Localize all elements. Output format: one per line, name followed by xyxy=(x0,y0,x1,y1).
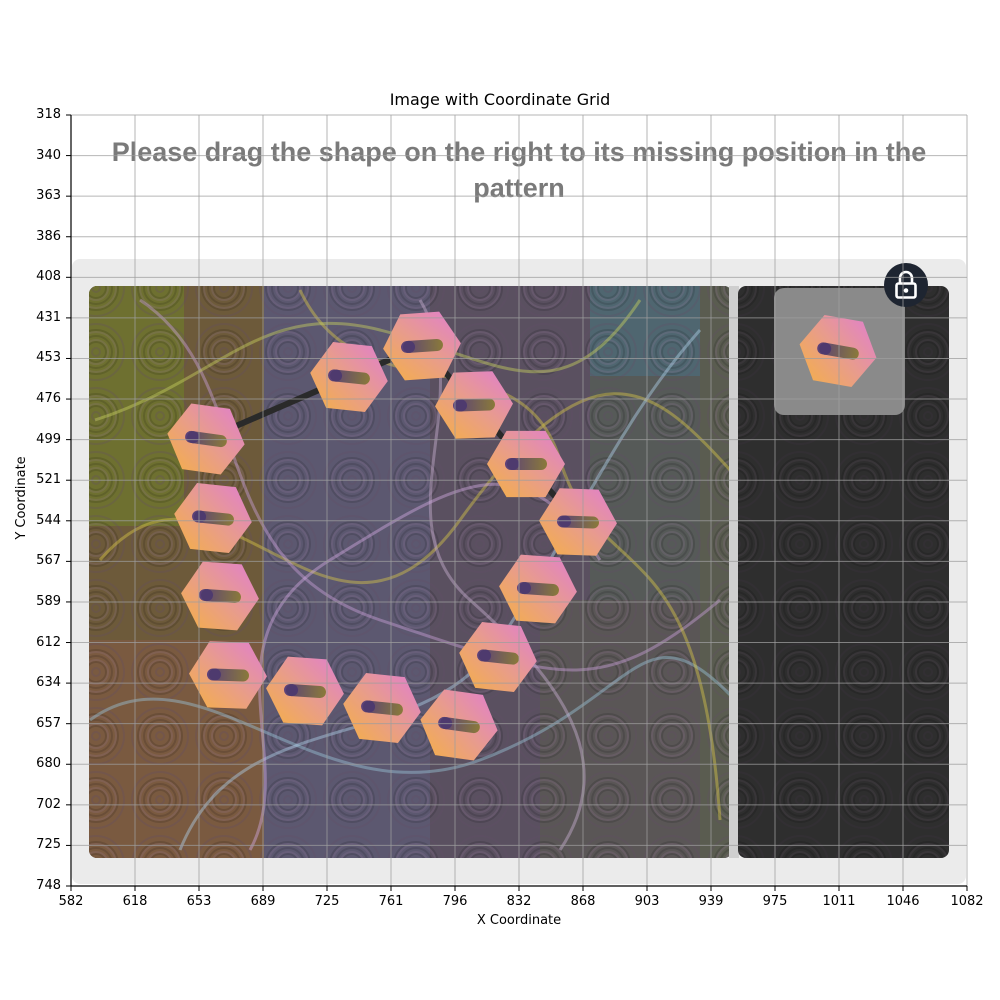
pattern-hexagon xyxy=(189,641,267,709)
x-tick-label: 975 xyxy=(762,894,788,909)
x-tick-label: 1011 xyxy=(822,894,856,909)
y-tick-label: 363 xyxy=(36,188,61,204)
y-tick-label: 725 xyxy=(36,837,61,853)
x-tick-label: 1046 xyxy=(886,894,920,909)
pill-dot xyxy=(455,399,468,412)
pill-dot xyxy=(194,510,207,523)
pattern-hexagon xyxy=(266,656,344,726)
x-tick-label: 761 xyxy=(378,894,404,909)
pill-dot xyxy=(559,515,572,528)
x-tick-label: 618 xyxy=(122,894,148,909)
y-tick-label: 499 xyxy=(36,431,61,447)
y-tick-label: 476 xyxy=(36,391,61,407)
lock-badge[interactable] xyxy=(884,263,928,307)
pill-dot xyxy=(363,700,376,713)
x-tick-label: 653 xyxy=(186,894,212,909)
pill-dot xyxy=(209,668,222,681)
slider-divider xyxy=(729,286,739,858)
y-tick-label: 657 xyxy=(36,715,61,731)
pattern-hexagon xyxy=(539,488,617,556)
pill-dot xyxy=(201,589,214,602)
pattern-hexagon xyxy=(174,483,252,553)
y-tick-label: 702 xyxy=(36,796,61,812)
pill-dot xyxy=(819,342,832,355)
pill-dot xyxy=(330,369,343,382)
y-tick-label: 521 xyxy=(36,472,61,488)
y-tick-label: 318 xyxy=(36,107,61,122)
pattern-hexagon xyxy=(167,403,245,475)
x-tick-label: 868 xyxy=(570,894,596,909)
pattern-hexagon xyxy=(310,342,388,412)
y-tick-label: 340 xyxy=(36,147,61,163)
pill-dot xyxy=(519,582,532,595)
y-tick-label: 612 xyxy=(36,634,61,650)
y-tick-label: 680 xyxy=(36,756,61,772)
pill-dot xyxy=(286,684,299,697)
y-tick-label: 408 xyxy=(36,269,61,285)
pill-dot xyxy=(507,458,519,470)
pattern-hexagon xyxy=(459,622,537,692)
pattern-hexagon xyxy=(383,311,461,381)
y-tick-label: 748 xyxy=(36,878,61,893)
x-tick-label: 796 xyxy=(442,894,468,909)
x-tick-label: 832 xyxy=(506,894,532,909)
x-tick-label: 939 xyxy=(698,894,724,909)
y-tick-label: 544 xyxy=(36,512,61,528)
x-tick-label: 1082 xyxy=(950,894,984,909)
x-axis-title: X Coordinate xyxy=(476,913,562,928)
x-tick-label: 582 xyxy=(58,894,84,909)
pattern-hexagon xyxy=(343,673,421,743)
y-tick-label: 431 xyxy=(36,309,61,325)
x-tick-label: 903 xyxy=(634,894,660,909)
x-tick-label: 725 xyxy=(314,894,340,909)
plot-title: Image with Coordinate Grid xyxy=(389,90,611,109)
pattern-hexagon xyxy=(181,561,259,631)
y-tick-label: 634 xyxy=(36,675,61,691)
pill-dot xyxy=(403,340,416,353)
y-tick-label: 386 xyxy=(36,228,61,244)
pill-dot xyxy=(187,431,200,444)
pill-dot xyxy=(479,649,492,662)
y-tick-label: 453 xyxy=(36,350,61,366)
y-tick-label: 567 xyxy=(36,553,61,569)
y-tick-label: 589 xyxy=(36,593,61,609)
draggable-hexagon-piece[interactable] xyxy=(794,312,882,391)
x-tick-label: 689 xyxy=(250,894,276,909)
